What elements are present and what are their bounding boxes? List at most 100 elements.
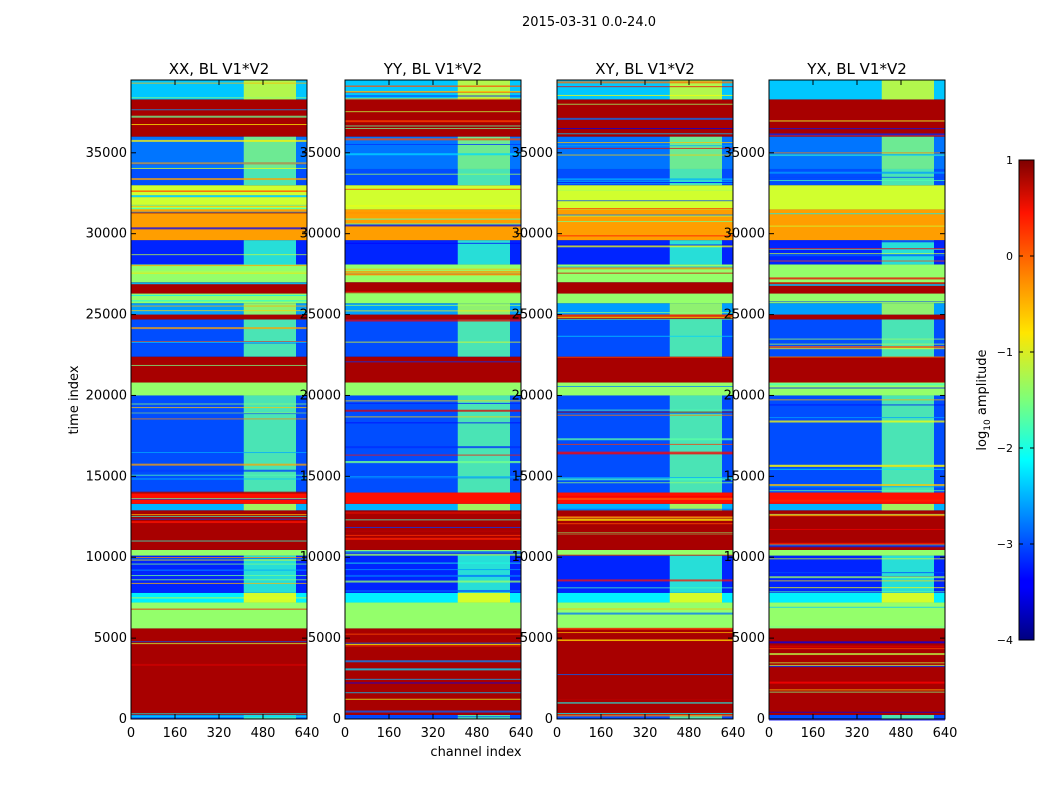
heatmap-streak xyxy=(131,713,307,715)
y-tick-label: 5000 xyxy=(94,631,127,646)
heatmap-band xyxy=(557,549,733,556)
heatmap-streak xyxy=(345,125,521,127)
heatmap-band xyxy=(769,602,945,629)
rfi-region xyxy=(457,240,510,265)
heatmap-streak xyxy=(557,86,733,88)
rfi-region xyxy=(881,240,934,265)
heatmap-streak xyxy=(131,212,307,214)
y-tick-label: 25000 xyxy=(724,308,765,323)
heatmap-streak xyxy=(769,691,945,693)
colorbar-tick-label: −1 xyxy=(997,346,1013,359)
y-tick-label: 20000 xyxy=(300,388,341,403)
heatmap-streak xyxy=(557,640,733,642)
heatmap-streak xyxy=(557,128,733,130)
heatmap-streak xyxy=(131,265,307,267)
heatmap-streak xyxy=(769,338,945,340)
heatmap-streak xyxy=(131,162,307,164)
heatmap-band xyxy=(345,602,521,629)
heatmap-streak xyxy=(769,128,945,130)
heatmap-streak xyxy=(769,545,945,548)
panels-group: XX, BL V1*V2 0 160 320 480 640 0 5000 10000 15000… xyxy=(86,60,958,741)
heatmap-band xyxy=(345,303,521,315)
y-tick-label: 15000 xyxy=(724,469,765,484)
heatmap-streak xyxy=(131,608,307,610)
heatmap-band xyxy=(557,503,733,511)
heatmap-band xyxy=(345,264,521,283)
x-tick-label: 320 xyxy=(845,726,870,741)
heatmap-streak xyxy=(345,138,521,141)
heatmap-streak xyxy=(769,417,945,419)
heatmap-band xyxy=(131,382,307,396)
heatmap-streak xyxy=(557,532,733,534)
rfi-region xyxy=(243,240,296,265)
heatmap-streak xyxy=(769,152,945,154)
heatmap-streak xyxy=(345,188,521,190)
heatmap-streak xyxy=(769,248,945,250)
heatmap-streak xyxy=(131,341,307,343)
heatmap-band xyxy=(769,492,945,504)
heatmap-streak xyxy=(345,416,521,418)
heatmap-streak xyxy=(557,316,733,318)
y-axis-label: time index xyxy=(67,365,82,434)
heatmap-streak xyxy=(769,490,945,492)
heatmap-streak xyxy=(557,554,733,556)
heatmap-streak xyxy=(769,572,945,574)
rfi-region xyxy=(669,168,722,186)
heatmap-streak xyxy=(345,400,521,402)
y-tick-label: 35000 xyxy=(512,146,553,161)
rfi-region xyxy=(457,319,510,357)
heatmap-streak xyxy=(345,461,521,464)
rfi-region xyxy=(243,80,296,100)
panel-title: YX, BL V1*V2 xyxy=(806,60,907,78)
heatmap-band xyxy=(131,282,307,294)
heatmap-streak xyxy=(131,271,307,273)
heatmap-streak xyxy=(345,212,521,214)
heatmap-band xyxy=(557,303,733,315)
heatmap-streak xyxy=(557,245,733,248)
heatmap-streak xyxy=(769,664,945,666)
heatmap-streak xyxy=(345,454,521,456)
rfi-region xyxy=(457,80,510,100)
heatmap-streak xyxy=(769,356,945,358)
heatmap-streak xyxy=(345,589,521,592)
heatmap-streak xyxy=(345,692,521,694)
heatmap-streak xyxy=(557,482,733,484)
y-tick-label: 10000 xyxy=(724,550,765,565)
heatmap-streak xyxy=(557,518,733,521)
heatmap-streak xyxy=(769,176,945,178)
rfi-region xyxy=(881,80,934,100)
heatmap-streak xyxy=(557,235,733,237)
heatmap-streak xyxy=(345,291,521,293)
heatmap-streak xyxy=(131,305,307,307)
heatmap-band xyxy=(131,209,307,241)
rfi-region xyxy=(881,319,934,357)
x-tick-label: 160 xyxy=(589,726,614,741)
heatmap-streak xyxy=(345,512,521,514)
heatmap-streak xyxy=(345,633,521,635)
heatmap-streak xyxy=(131,167,307,169)
heatmap-band xyxy=(345,293,521,304)
y-tick-label: 10000 xyxy=(86,550,127,565)
y-tick-label: 15000 xyxy=(86,469,127,484)
heatmap-band xyxy=(769,293,945,304)
heatmap-streak xyxy=(557,698,733,700)
heatmap-streak xyxy=(769,260,945,262)
rfi-region xyxy=(243,319,296,357)
heatmap-streak xyxy=(557,579,733,582)
heatmap-band xyxy=(769,99,945,137)
x-axis-label: channel index xyxy=(430,745,521,760)
heatmap-streak xyxy=(345,143,521,145)
colorbar-tick-label: −4 xyxy=(997,634,1013,647)
heatmap-streak xyxy=(131,364,307,366)
colorbar-tick-label: 1 xyxy=(1006,154,1013,167)
heatmap-streak xyxy=(345,173,521,175)
x-tick-label: 320 xyxy=(207,726,232,741)
heatmap-streak xyxy=(769,404,945,406)
heatmap-streak xyxy=(131,663,307,666)
heatmap-streak xyxy=(131,463,307,466)
heatmap-streak xyxy=(131,413,307,415)
heatmap-streak xyxy=(557,385,733,387)
colorbar-label-sub: 10 xyxy=(983,419,993,431)
heatmap-streak xyxy=(557,189,733,191)
panel-yy: YY, BL V1*V2 0 160 320 480 640 0 5000 10000 15000… xyxy=(300,60,534,741)
